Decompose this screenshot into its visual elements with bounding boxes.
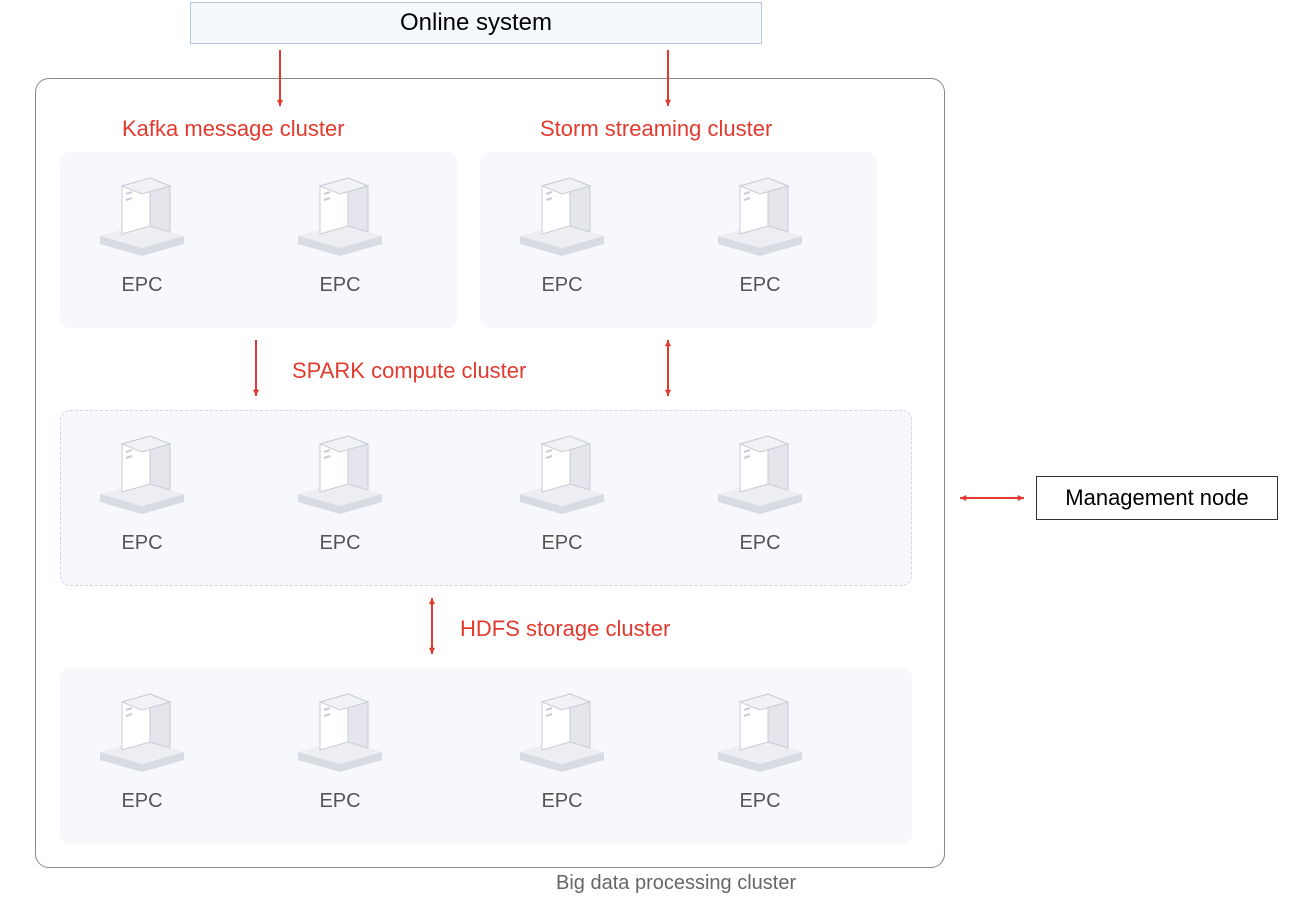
hdfs-server-icon <box>512 682 612 777</box>
spark-server-icon <box>710 424 810 519</box>
storm-node-label: EPC <box>530 274 594 297</box>
storm-node-label: EPC <box>728 274 792 297</box>
spark-node-label: EPC <box>110 532 174 555</box>
hdfs-node-label: EPC <box>728 790 792 813</box>
hdfs-server-icon <box>710 682 810 777</box>
online-system-label: Online system <box>400 9 552 36</box>
kafka-server-icon <box>290 166 390 261</box>
spark-node-label: EPC <box>308 532 372 555</box>
bigdata-caption: Big data processing cluster <box>556 872 796 895</box>
online-to-kafka-arrow <box>270 40 290 116</box>
hdfs-server-icon <box>290 682 390 777</box>
spark-server-icon <box>92 424 192 519</box>
spark-hdfs-bi-arrow <box>422 588 442 664</box>
online-to-storm-arrow <box>658 40 678 116</box>
kafka-label: Kafka message cluster <box>122 116 345 142</box>
hdfs-node-label: EPC <box>308 790 372 813</box>
storm-server-icon <box>512 166 612 261</box>
spark-label: SPARK compute cluster <box>292 358 526 384</box>
main-mgmt-bi-arrow <box>950 488 1034 508</box>
kafka-node-label: EPC <box>110 274 174 297</box>
management-node-box: Management node <box>1036 476 1278 520</box>
kafka-node-label: EPC <box>308 274 372 297</box>
storm-label: Storm streaming cluster <box>540 116 772 142</box>
online-system-box: Online system <box>190 2 762 44</box>
hdfs-node-label: EPC <box>110 790 174 813</box>
storm-spark-bi-arrow <box>658 330 678 406</box>
kafka-to-spark-arrow <box>246 330 266 406</box>
storm-server-icon <box>710 166 810 261</box>
spark-node-label: EPC <box>530 532 594 555</box>
hdfs-label: HDFS storage cluster <box>460 616 670 642</box>
spark-server-icon <box>290 424 390 519</box>
kafka-server-icon <box>92 166 192 261</box>
management-node-label: Management node <box>1065 485 1248 510</box>
hdfs-server-icon <box>92 682 192 777</box>
spark-server-icon <box>512 424 612 519</box>
hdfs-node-label: EPC <box>530 790 594 813</box>
spark-node-label: EPC <box>728 532 792 555</box>
